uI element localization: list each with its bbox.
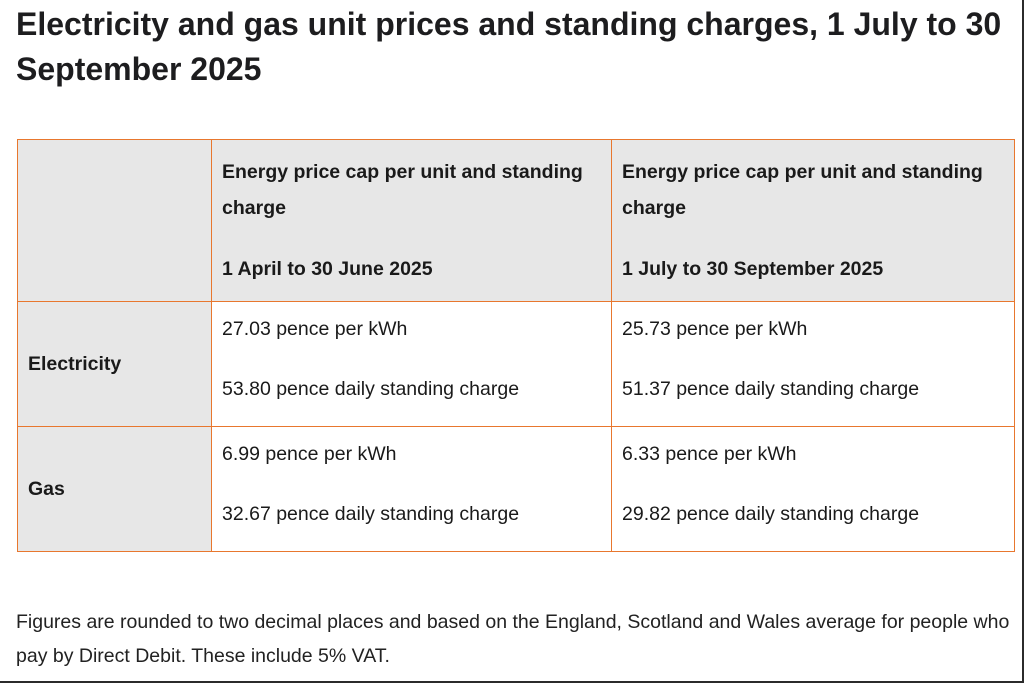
header-cell-april-june: Energy price cap per unit and standing c…	[211, 139, 612, 302]
table-row-gas: Gas 6.99 pence per kWh 32.67 pence daily…	[17, 426, 1015, 552]
header-heading: Energy price cap per unit and standing c…	[222, 161, 583, 219]
unit-rate: 6.99 pence per kWh	[222, 443, 397, 465]
row-label-gas: Gas	[17, 426, 212, 552]
electricity-july-september-cell: 25.73 pence per kWh 51.37 pence daily st…	[611, 301, 1015, 427]
standing-charge: 29.82 pence daily standing charge	[622, 503, 920, 525]
gas-april-june-cell: 6.99 pence per kWh 32.67 pence daily sta…	[211, 426, 612, 552]
electricity-april-june-cell: 27.03 pence per kWh 53.80 pence daily st…	[211, 301, 612, 427]
gas-july-september-cell: 6.33 pence per kWh 29.82 pence daily sta…	[611, 426, 1015, 552]
header-period: 1 April to 30 June 2025	[222, 258, 433, 280]
table-row-electricity: Electricity 27.03 pence per kWh 53.80 pe…	[17, 301, 1015, 427]
table-header-row: Energy price cap per unit and standing c…	[17, 139, 1015, 302]
unit-rate: 6.33 pence per kWh	[622, 443, 797, 465]
standing-charge: 32.67 pence daily standing charge	[222, 503, 520, 525]
page-title: Electricity and gas unit prices and stan…	[16, 6, 1002, 87]
price-cap-table: Energy price cap per unit and standing c…	[17, 139, 1015, 552]
header-cell-july-september: Energy price cap per unit and standing c…	[611, 139, 1015, 302]
header-heading: Energy price cap per unit and standing c…	[622, 161, 983, 219]
standing-charge: 53.80 pence daily standing charge	[222, 378, 520, 400]
header-empty-cell	[17, 139, 212, 302]
header-period: 1 July to 30 September 2025	[622, 258, 884, 280]
unit-rate: 27.03 pence per kWh	[222, 318, 408, 340]
unit-rate: 25.73 pence per kWh	[622, 318, 808, 340]
row-label-electricity: Electricity	[17, 301, 212, 427]
footnote: Figures are rounded to two decimal place…	[16, 611, 1010, 667]
standing-charge: 51.37 pence daily standing charge	[622, 378, 920, 400]
